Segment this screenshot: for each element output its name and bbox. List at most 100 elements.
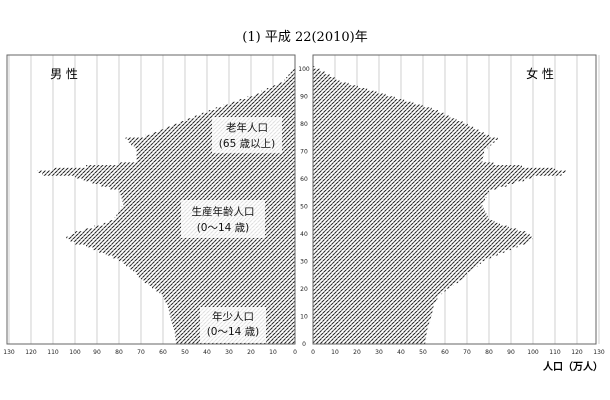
age-tick-label: 30 [300, 258, 308, 265]
male-bar [70, 239, 295, 242]
working-label: 生産年齢人口 [192, 205, 255, 218]
female-label: 女 性 [526, 66, 554, 81]
female-bar [313, 299, 437, 303]
female-bar [313, 68, 321, 72]
x-tick-label-left: 30 [225, 349, 233, 356]
female-bar [313, 313, 432, 317]
male-bar [99, 250, 295, 253]
age-axis: 0 10 20 30 40 50 60 70 80 90 100 [298, 66, 310, 348]
x-tick-label-left: 100 [69, 349, 81, 356]
male-bar [75, 176, 295, 179]
female-bar [313, 181, 516, 185]
female-bar [313, 233, 530, 237]
young-label: 年少人口 [212, 310, 254, 323]
x-tick-label-right: 70 [463, 349, 471, 356]
female-bar [313, 162, 494, 165]
male-label: 男 性 [50, 67, 78, 81]
age-tick-label: 20 [300, 286, 308, 293]
female-bar [313, 239, 530, 242]
female-bar [313, 110, 438, 113]
female-bar [313, 253, 498, 256]
female-bar [313, 305, 434, 308]
female-bar [313, 90, 377, 94]
male-bar [231, 101, 295, 105]
female-bar [313, 129, 479, 132]
x-tick-label-right: 50 [419, 349, 427, 356]
male-bar [119, 162, 295, 165]
female-bar [313, 173, 562, 176]
female-bar [313, 264, 478, 267]
x-tick-label-left: 130 [3, 349, 15, 356]
female-bar [313, 261, 482, 264]
female-bar [313, 206, 484, 209]
female-bar [313, 222, 500, 226]
male-bar [136, 154, 295, 157]
young-label-box [200, 307, 266, 343]
male-bar [119, 192, 295, 196]
male-bar [129, 266, 295, 270]
male-bar [278, 82, 295, 85]
female-bar [313, 79, 340, 83]
female-bar [313, 85, 358, 88]
female-bar [313, 255, 492, 259]
age-tick-label: 80 [300, 121, 308, 128]
male-bar [155, 288, 295, 292]
x-tick-label-left: 110 [47, 349, 59, 356]
male-bar [215, 107, 295, 110]
male-bar [92, 181, 295, 185]
female-bar [313, 178, 525, 182]
female-bar [313, 132, 484, 135]
x-tick-label-right: 60 [441, 349, 449, 356]
male-bar [284, 79, 295, 83]
female-bar [313, 319, 431, 322]
female-bar [313, 93, 386, 96]
female-bar [313, 302, 434, 306]
female-bar [313, 220, 495, 223]
working-label-box [181, 200, 265, 238]
female-bar [313, 283, 454, 286]
female-bar [313, 156, 483, 160]
female-bar [313, 332, 427, 336]
female-bar [313, 137, 498, 140]
male-bar [194, 115, 295, 118]
female-bar [313, 115, 451, 118]
age-tick-label: 100 [298, 66, 310, 73]
male-bar [53, 167, 295, 171]
right-plot-frame [312, 54, 597, 345]
x-tick-label-right: 100 [527, 349, 539, 356]
female-bar [313, 244, 518, 248]
female-bar [313, 88, 368, 91]
male-bar [37, 170, 295, 174]
female-bar [313, 159, 483, 162]
male-bar [105, 253, 295, 256]
male-bar [136, 159, 295, 162]
male-bar [121, 198, 295, 201]
x-tick-label-left: 80 [115, 349, 123, 356]
male-bar [83, 178, 295, 182]
female-bar [313, 280, 459, 284]
x-tick-label-right: 90 [507, 349, 515, 356]
x-tick-label-right: 80 [485, 349, 493, 356]
x-tick-label-left: 0 [293, 349, 297, 356]
male-bar [272, 85, 295, 88]
male-bar [261, 90, 295, 94]
female-bar [313, 123, 468, 127]
male-bar [164, 297, 295, 300]
male-bar [152, 286, 295, 289]
female-bar [313, 286, 450, 289]
female-bar [313, 341, 426, 344]
female-bar [313, 126, 474, 129]
working-sublabel: (0～14 歳) [197, 222, 250, 234]
male-bar [292, 68, 295, 72]
female-bar [313, 107, 432, 110]
female-bar [313, 118, 457, 121]
female-bar [313, 74, 330, 77]
female-bar [313, 151, 485, 154]
x-tick-label-right: 120 [571, 349, 583, 356]
male-bar [86, 165, 295, 168]
chart-title: (1) 平成 22(2010)年 [242, 30, 367, 45]
male-bar [167, 302, 295, 306]
female-bar [313, 330, 427, 333]
female-bar [313, 211, 487, 215]
male-bar [75, 242, 295, 245]
